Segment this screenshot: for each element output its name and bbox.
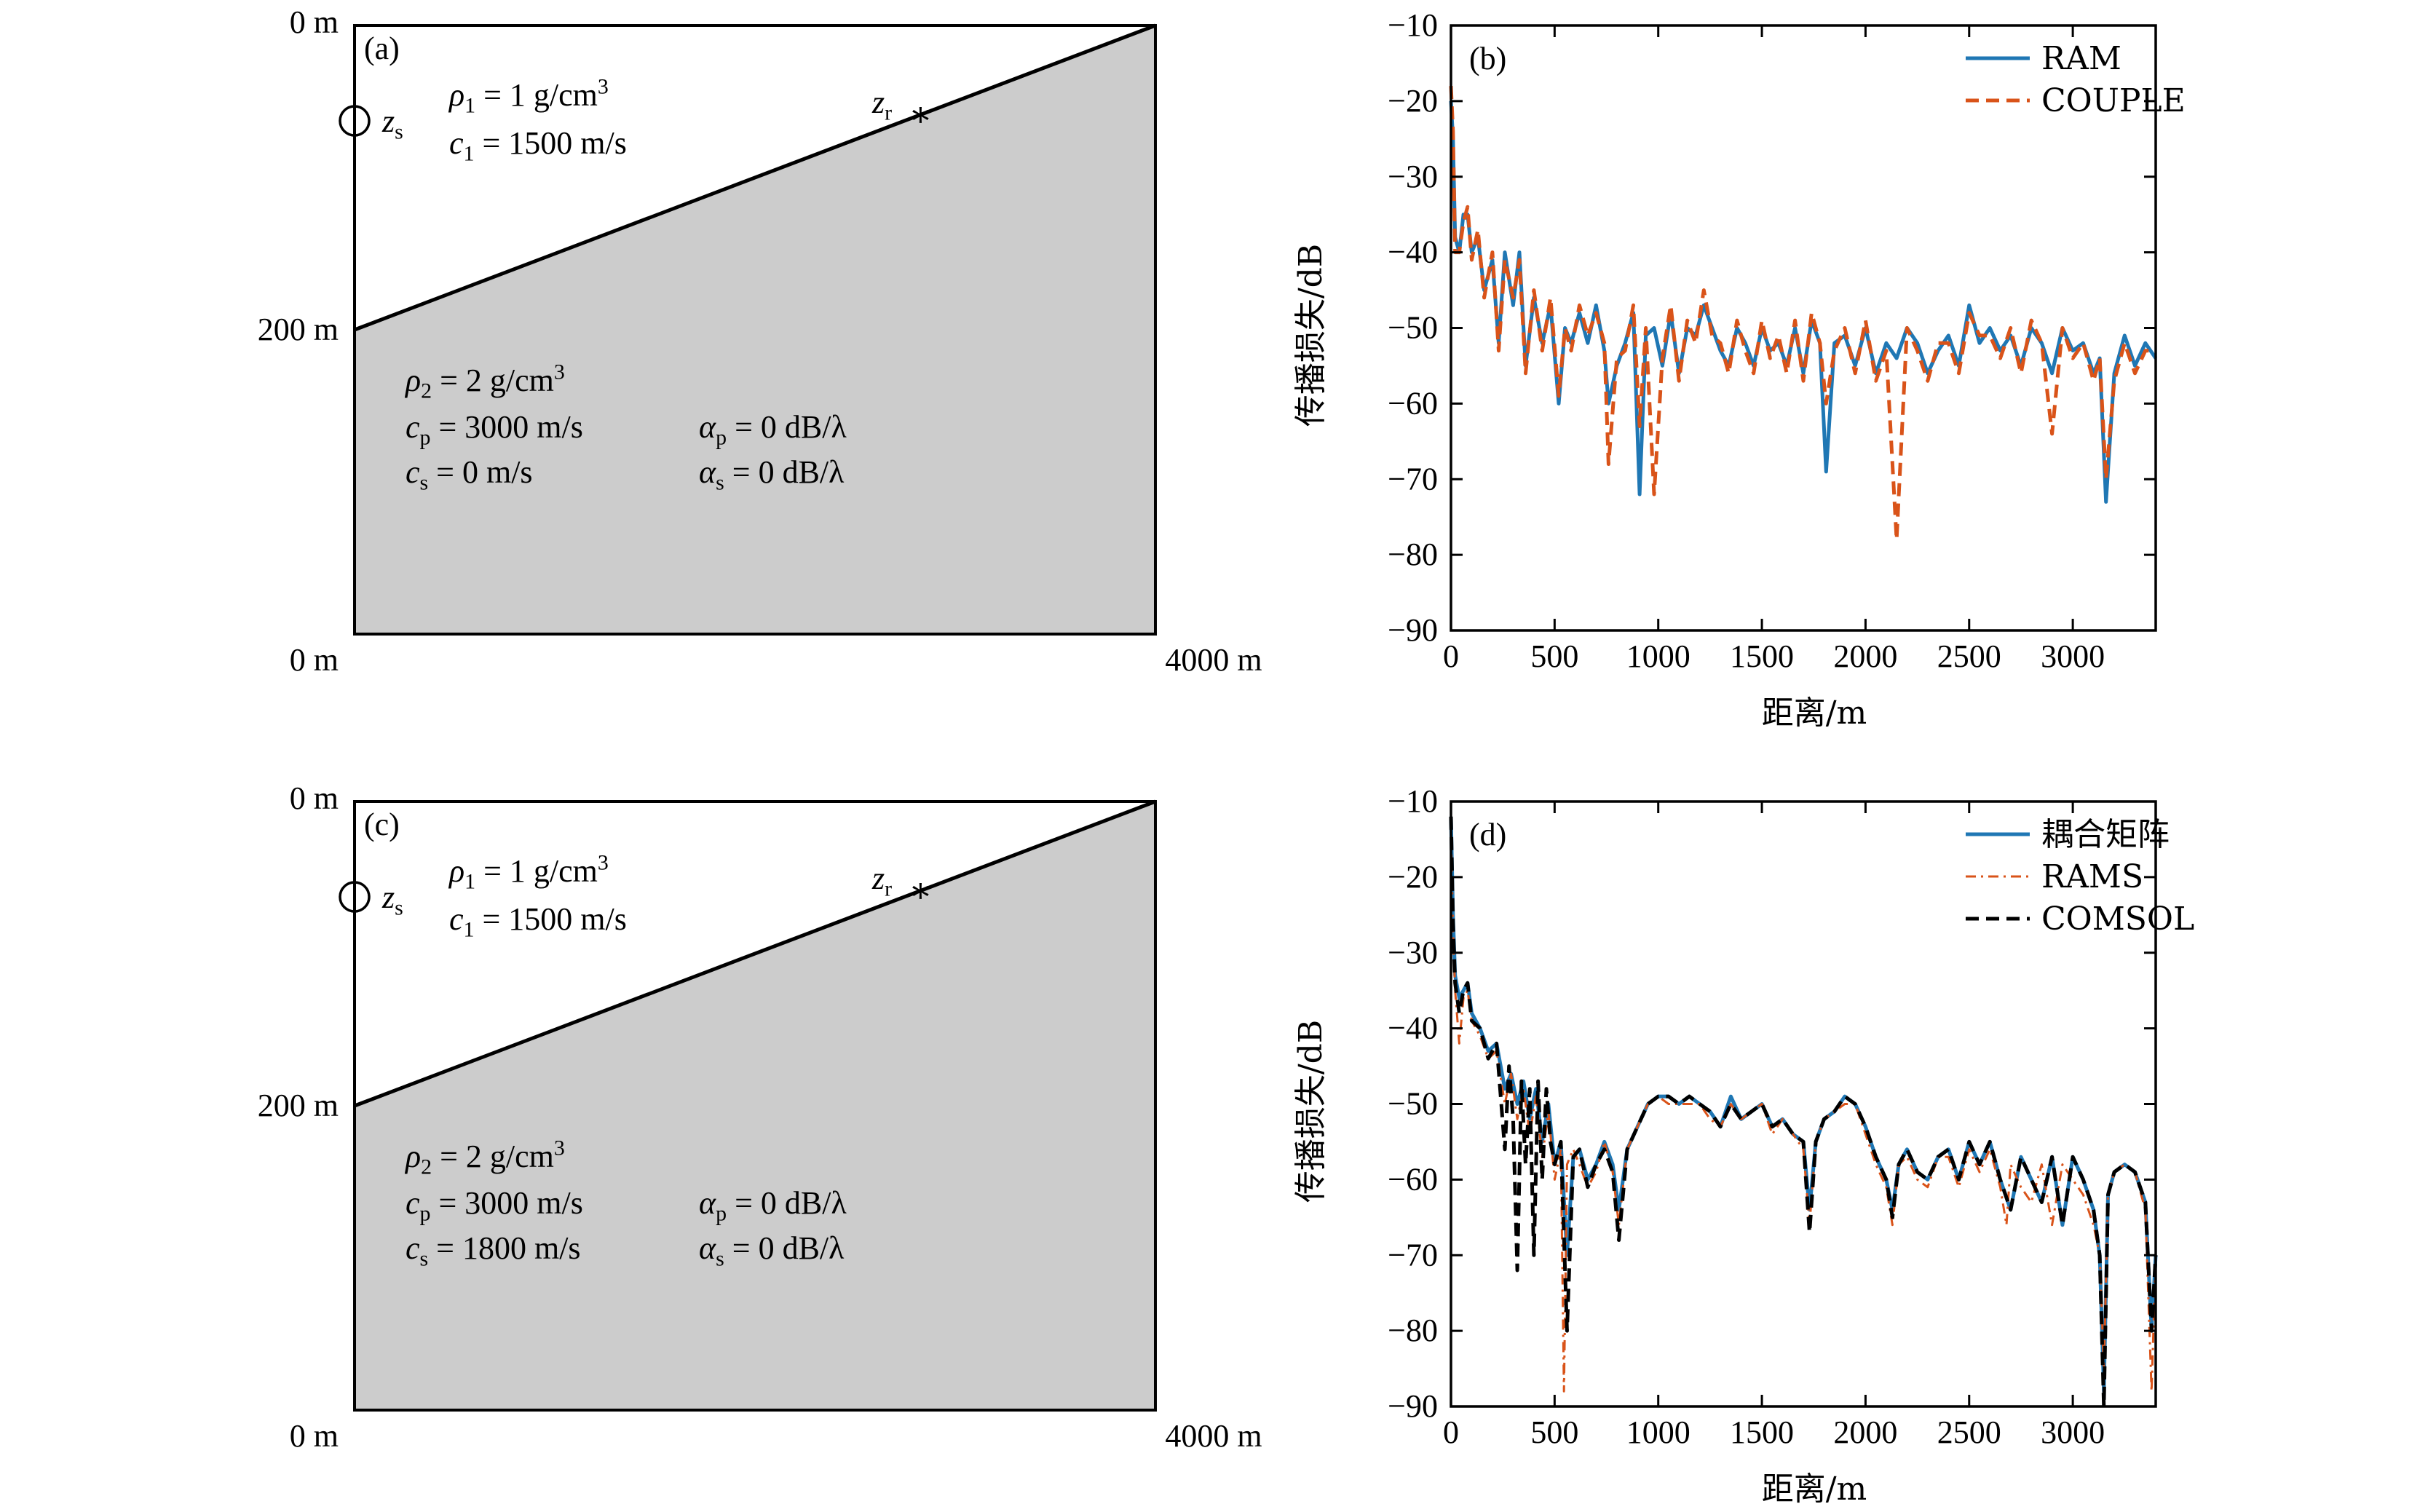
y-tick-label-d--90: −90 [1388,1388,1438,1424]
y-tick-label-b--60: −60 [1388,385,1438,421]
range-label-start-c: 0 m [290,1418,339,1454]
x-tick-label-b-1500: 1500 [1730,638,1794,674]
x-tick-label-b-500: 500 [1530,638,1578,674]
x-tick-label-b-2500: 2500 [1937,638,2001,674]
seabed-cs-c: cs = 1800 m/s [406,1230,581,1271]
legend-label-b-0: RAM [2041,40,2121,77]
seabed-density-a: ρ2 = 2 g/cm3 [404,360,565,403]
x-tick-label-b-0: 0 [1443,638,1459,674]
source-marker-c [339,881,371,913]
depth-label-top-a: 0 m [290,4,339,40]
y-tick-label-b--70: −70 [1388,461,1438,496]
water-soundspeed-a: c1 = 1500 m/s [449,125,627,166]
seabed-region-c [355,801,1155,1410]
y-tick-label-b--40: −40 [1388,234,1438,270]
seabed-alpha-s-a: αs = 0 dB/λ [699,454,845,495]
seabed-region-a [355,25,1155,634]
range-label-start-a: 0 m [290,642,339,678]
source-marker-a [339,105,371,137]
x-tick-label-b-3000: 3000 [2041,638,2105,674]
x-tick-label-d-2000: 2000 [1833,1414,1897,1450]
receiver-label-c: zr [871,860,892,901]
y-tick-label-b--80: −80 [1388,537,1438,572]
depth-label-200-c: 200 m [258,1088,339,1123]
panel-label-b: (b) [1469,41,1506,76]
legend-label-d-1: RAMS [2041,858,2143,895]
water-soundspeed-c: c1 = 1500 m/s [449,901,627,942]
range-label-end-c: 4000 m [1165,1418,1262,1454]
x-axis-label-b: 距离/m [1762,694,1867,732]
seabed-alpha-p-c: αp = 0 dB/λ [699,1185,847,1226]
x-tick-label-d-500: 500 [1530,1414,1578,1450]
x-tick-label-b-2000: 2000 [1833,638,1897,674]
seabed-density-c: ρ2 = 2 g/cm3 [404,1136,565,1179]
y-axis-label-b: 传播损失/dB [1292,244,1329,427]
legend-label-b-1: COUPLE [2041,82,2186,119]
x-tick-label-d-0: 0 [1443,1414,1459,1450]
receiver-marker-c: ∗ [909,871,933,910]
seafloor-interface-c [354,799,1156,1108]
series-line-d-2 [1449,816,2158,1409]
y-tick-label-b--30: −30 [1388,159,1438,194]
y-tick-label-b--10: −10 [1388,7,1438,43]
receiver-label-a: zr [871,84,892,125]
receiver-marker-a: ∗ [909,95,933,134]
y-tick-label-b--50: −50 [1388,310,1438,346]
x-tick-label-d-3000: 3000 [2041,1414,2105,1450]
y-tick-label-d--80: −80 [1388,1313,1438,1348]
legend-label-d-0: 耦合矩阵 [2041,816,2170,853]
depth-label-top-c: 0 m [290,780,339,816]
y-tick-label-d--50: −50 [1388,1086,1438,1122]
y-tick-label-d--40: −40 [1388,1010,1438,1046]
y-tick-label-b--90: −90 [1388,612,1438,648]
series-line-b-1 [1449,85,2156,542]
panel-label-a: (a) [364,31,400,66]
water-density-a: ρ1 = 1 g/cm3 [448,74,609,117]
y-tick-label-d--30: −30 [1388,935,1438,970]
source-label-a: zs [381,103,403,144]
seabed-alpha-p-a: αp = 0 dB/λ [699,409,847,450]
x-tick-label-b-1000: 1000 [1626,638,1690,674]
range-label-end-a: 4000 m [1165,642,1262,678]
panel-label-d: (d) [1469,817,1506,852]
seafloor-interface-a [354,23,1156,332]
x-axis-label-d: 距离/m [1762,1471,1867,1508]
y-tick-label-b--20: −20 [1388,83,1438,119]
y-tick-label-d--20: −20 [1388,859,1438,895]
y-axis-label-d: 传播损失/dB [1292,1020,1329,1203]
depth-label-200-a: 200 m [258,312,339,347]
seabed-cp-a: cp = 3000 m/s [406,409,583,450]
y-tick-label-d--60: −60 [1388,1161,1438,1197]
x-tick-label-d-2500: 2500 [1937,1414,2001,1450]
series-line-b-0 [1449,100,2158,504]
y-tick-label-d--10: −10 [1388,783,1438,819]
panel-label-c: (c) [364,807,400,842]
water-density-c: ρ1 = 1 g/cm3 [448,850,609,893]
seabed-cp-c: cp = 3000 m/s [406,1185,583,1226]
x-tick-label-d-1000: 1000 [1626,1414,1690,1450]
x-tick-label-d-1500: 1500 [1730,1414,1794,1450]
legend-label-d-2: COMSOL [2041,901,2194,938]
seabed-alpha-s-c: αs = 0 dB/λ [699,1230,845,1271]
seabed-cs-a: cs = 0 m/s [406,454,533,495]
y-tick-label-d--70: −70 [1388,1237,1438,1272]
source-label-c: zs [381,879,403,920]
